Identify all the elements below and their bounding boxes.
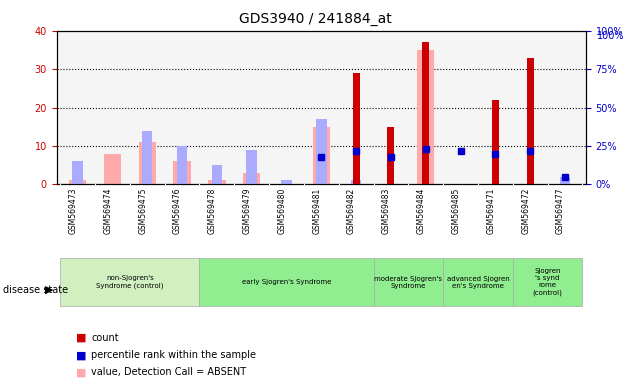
Bar — [72, 161, 83, 184]
Bar — [243, 173, 260, 184]
Text: GSM569481: GSM569481 — [312, 188, 321, 234]
Bar — [316, 119, 326, 184]
Text: GSM569477: GSM569477 — [556, 188, 565, 235]
Bar — [177, 146, 187, 184]
Bar — [212, 165, 222, 184]
Text: GSM569475: GSM569475 — [138, 188, 147, 235]
Bar — [353, 73, 360, 184]
Bar — [351, 180, 362, 184]
Bar — [312, 127, 330, 184]
Bar — [422, 42, 429, 184]
Text: GSM569483: GSM569483 — [382, 188, 391, 234]
Text: GSM569476: GSM569476 — [173, 188, 182, 235]
Text: GSM569472: GSM569472 — [521, 188, 530, 234]
Text: Sjogren
's synd
rome
(control): Sjogren 's synd rome (control) — [533, 268, 563, 296]
Text: GSM569484: GSM569484 — [417, 188, 426, 234]
Text: GDS3940 / 241884_at: GDS3940 / 241884_at — [239, 12, 391, 25]
FancyBboxPatch shape — [200, 258, 374, 306]
Text: early Sjogren's Syndrome: early Sjogren's Syndrome — [242, 279, 331, 285]
Text: 100%: 100% — [597, 31, 624, 41]
Text: ■: ■ — [76, 333, 86, 343]
Bar — [387, 127, 394, 184]
Text: disease state: disease state — [3, 285, 68, 295]
Text: GSM569479: GSM569479 — [243, 188, 251, 235]
Text: ▶: ▶ — [45, 285, 54, 295]
Text: GSM569482: GSM569482 — [347, 188, 356, 234]
Bar — [527, 58, 534, 184]
Bar — [104, 154, 121, 184]
FancyBboxPatch shape — [374, 258, 443, 306]
FancyBboxPatch shape — [60, 258, 200, 306]
Bar — [492, 100, 499, 184]
Text: non-Sjogren's
Syndrome (control): non-Sjogren's Syndrome (control) — [96, 275, 164, 289]
Text: value, Detection Call = ABSENT: value, Detection Call = ABSENT — [91, 367, 246, 377]
Text: GSM569485: GSM569485 — [452, 188, 461, 234]
Text: GSM569473: GSM569473 — [69, 188, 77, 235]
Bar — [246, 150, 257, 184]
Bar — [208, 180, 226, 184]
Text: GSM569480: GSM569480 — [277, 188, 287, 234]
Bar — [139, 142, 156, 184]
Bar — [142, 131, 152, 184]
Text: ■: ■ — [76, 367, 86, 377]
FancyBboxPatch shape — [513, 258, 582, 306]
Bar — [69, 180, 86, 184]
Bar — [173, 161, 191, 184]
Text: count: count — [91, 333, 119, 343]
Text: GSM569471: GSM569471 — [486, 188, 495, 234]
Text: ■: ■ — [76, 350, 86, 360]
Bar — [417, 50, 435, 184]
Bar — [560, 177, 570, 184]
Text: GSM569478: GSM569478 — [208, 188, 217, 234]
Text: moderate Sjogren's
Syndrome: moderate Sjogren's Syndrome — [374, 276, 442, 289]
Text: advanced Sjogren
en's Syndrome: advanced Sjogren en's Syndrome — [447, 276, 509, 289]
FancyBboxPatch shape — [443, 258, 513, 306]
Text: GSM569474: GSM569474 — [103, 188, 112, 235]
Bar — [281, 180, 292, 184]
Text: percentile rank within the sample: percentile rank within the sample — [91, 350, 256, 360]
